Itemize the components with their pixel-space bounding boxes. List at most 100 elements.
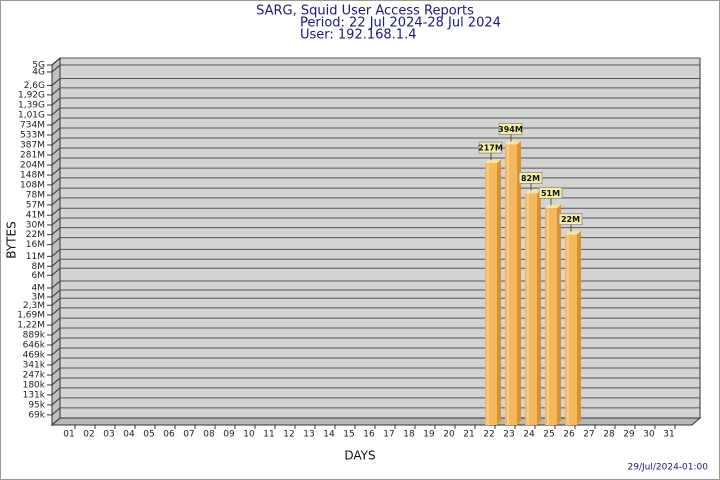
value-label: 22M: [561, 215, 580, 224]
x-tick-label: 20: [443, 430, 455, 440]
x-tick-label: 23: [503, 430, 514, 440]
value-label: 51M: [541, 189, 560, 198]
bar-top: [485, 159, 501, 164]
y-tick-label: 1,69M: [17, 310, 45, 320]
grid-line: [51, 97, 61, 106]
grid-line: [51, 78, 61, 86]
y-tick-label: 108M: [20, 180, 45, 190]
subtitle: User: 192.168.1.4: [300, 28, 416, 43]
bar-top: [505, 140, 521, 145]
y-tick-label: 2,3M: [23, 301, 45, 311]
grid-line: [51, 407, 61, 416]
x-tick-label: 15: [343, 430, 354, 440]
value-label: 217M: [478, 144, 503, 153]
y-tick-label: 95k: [28, 400, 45, 410]
y-tick-label: 469k: [23, 351, 46, 361]
x-tick-label: 25: [543, 430, 554, 440]
grid-line: [51, 297, 61, 306]
grid-line: [51, 157, 61, 166]
x-tick-label: 08: [203, 430, 215, 440]
value-label-box: [498, 122, 523, 135]
x-tick-label: 21: [463, 430, 474, 440]
value-label: 82M: [521, 174, 540, 183]
y-tick-label: 3M: [32, 292, 46, 302]
chart-title: SARG, Squid User Access Reports: [256, 4, 474, 19]
grid-line: [51, 289, 61, 298]
bar-side: [537, 189, 541, 425]
y-tick-label: 4M: [32, 283, 46, 293]
grid-line: [51, 357, 61, 366]
bar-top: [545, 204, 561, 209]
subtitle: Period: 22 Jul 2024-28 Jul 2024: [300, 16, 501, 31]
y-axis-label: BYTES: [5, 221, 19, 258]
x-tick-label: 10: [243, 430, 255, 440]
x-axis-label: DAYS: [344, 449, 375, 463]
y-tick-label: 1,92G: [18, 90, 45, 100]
grid-line: [51, 377, 61, 386]
y-tick-label: 1,01G: [18, 111, 45, 121]
y-tick-label: 889k: [23, 331, 46, 341]
grid-line: [51, 147, 61, 156]
grid-line: [51, 397, 61, 406]
x-tick-label: 09: [223, 430, 235, 440]
y-tick-label: 78M: [26, 191, 45, 201]
x-tick-label: 14: [323, 430, 335, 440]
x-tick-label: 16: [363, 430, 375, 440]
grid-line: [51, 107, 61, 116]
grid-line: [51, 207, 61, 216]
y-tick-label: 8M: [32, 262, 46, 272]
bar-top: [565, 230, 581, 235]
y-tick-label: 387M: [20, 141, 45, 151]
y-tick-label: 6M: [32, 271, 46, 281]
y-tick-label: 734M: [20, 120, 45, 130]
grid-line: [51, 307, 61, 316]
y-tick-label: 57M: [26, 200, 45, 210]
x-tick-label: 19: [423, 430, 435, 440]
y-tick-label: 69k: [28, 410, 45, 420]
y-tick-label: 281M: [20, 151, 45, 161]
bar-side: [517, 140, 521, 425]
y-tick-label: 247k: [23, 371, 46, 381]
grid-line: [51, 227, 61, 236]
x-tick-label: 27: [583, 430, 594, 440]
bar-top: [525, 189, 541, 194]
y-tick-label: 30M: [26, 220, 45, 230]
y-tick-label: 204M: [20, 161, 45, 171]
x-tick-label: 29: [623, 430, 635, 440]
x-tick-label: 03: [103, 430, 114, 440]
y-tick-label: 22M: [26, 230, 45, 240]
y-tick-label: 1,39G: [18, 101, 45, 111]
grid-line: [51, 280, 61, 289]
x-tick-label: 13: [303, 430, 314, 440]
bar: [485, 163, 497, 425]
y-tick-label: 148M: [20, 171, 45, 181]
grid-line: [51, 237, 61, 246]
y-tick-label: 5G: [32, 61, 45, 71]
x-tick-label: 04: [123, 430, 135, 440]
grid-line: [51, 347, 61, 356]
x-tick-label: 06: [163, 430, 175, 440]
x-tick-label: 22: [483, 430, 494, 440]
grid-line: [51, 167, 61, 176]
y-tick-label: 11M: [26, 252, 45, 262]
grid-line: [51, 327, 61, 336]
x-tick-label: 11: [263, 430, 274, 440]
bar: [545, 208, 557, 425]
y-tick-label: 16M: [26, 240, 45, 250]
grid-line: [51, 57, 61, 66]
grid-line: [51, 177, 61, 186]
y-tick-label: 533M: [20, 131, 45, 141]
x-tick-label: 31: [663, 430, 674, 440]
y-tick-label: 4G: [32, 67, 45, 77]
grid-line: [51, 87, 61, 96]
bar: [525, 193, 537, 425]
y-tick-label: 180k: [23, 380, 46, 390]
value-label: 394M: [498, 125, 523, 134]
grid-line: [51, 248, 61, 257]
y-tick-label: 646k: [23, 340, 46, 350]
grid-line: [51, 317, 61, 326]
bar: [505, 144, 517, 425]
x-tick-label: 18: [403, 430, 415, 440]
x-tick-label: 30: [643, 430, 655, 440]
